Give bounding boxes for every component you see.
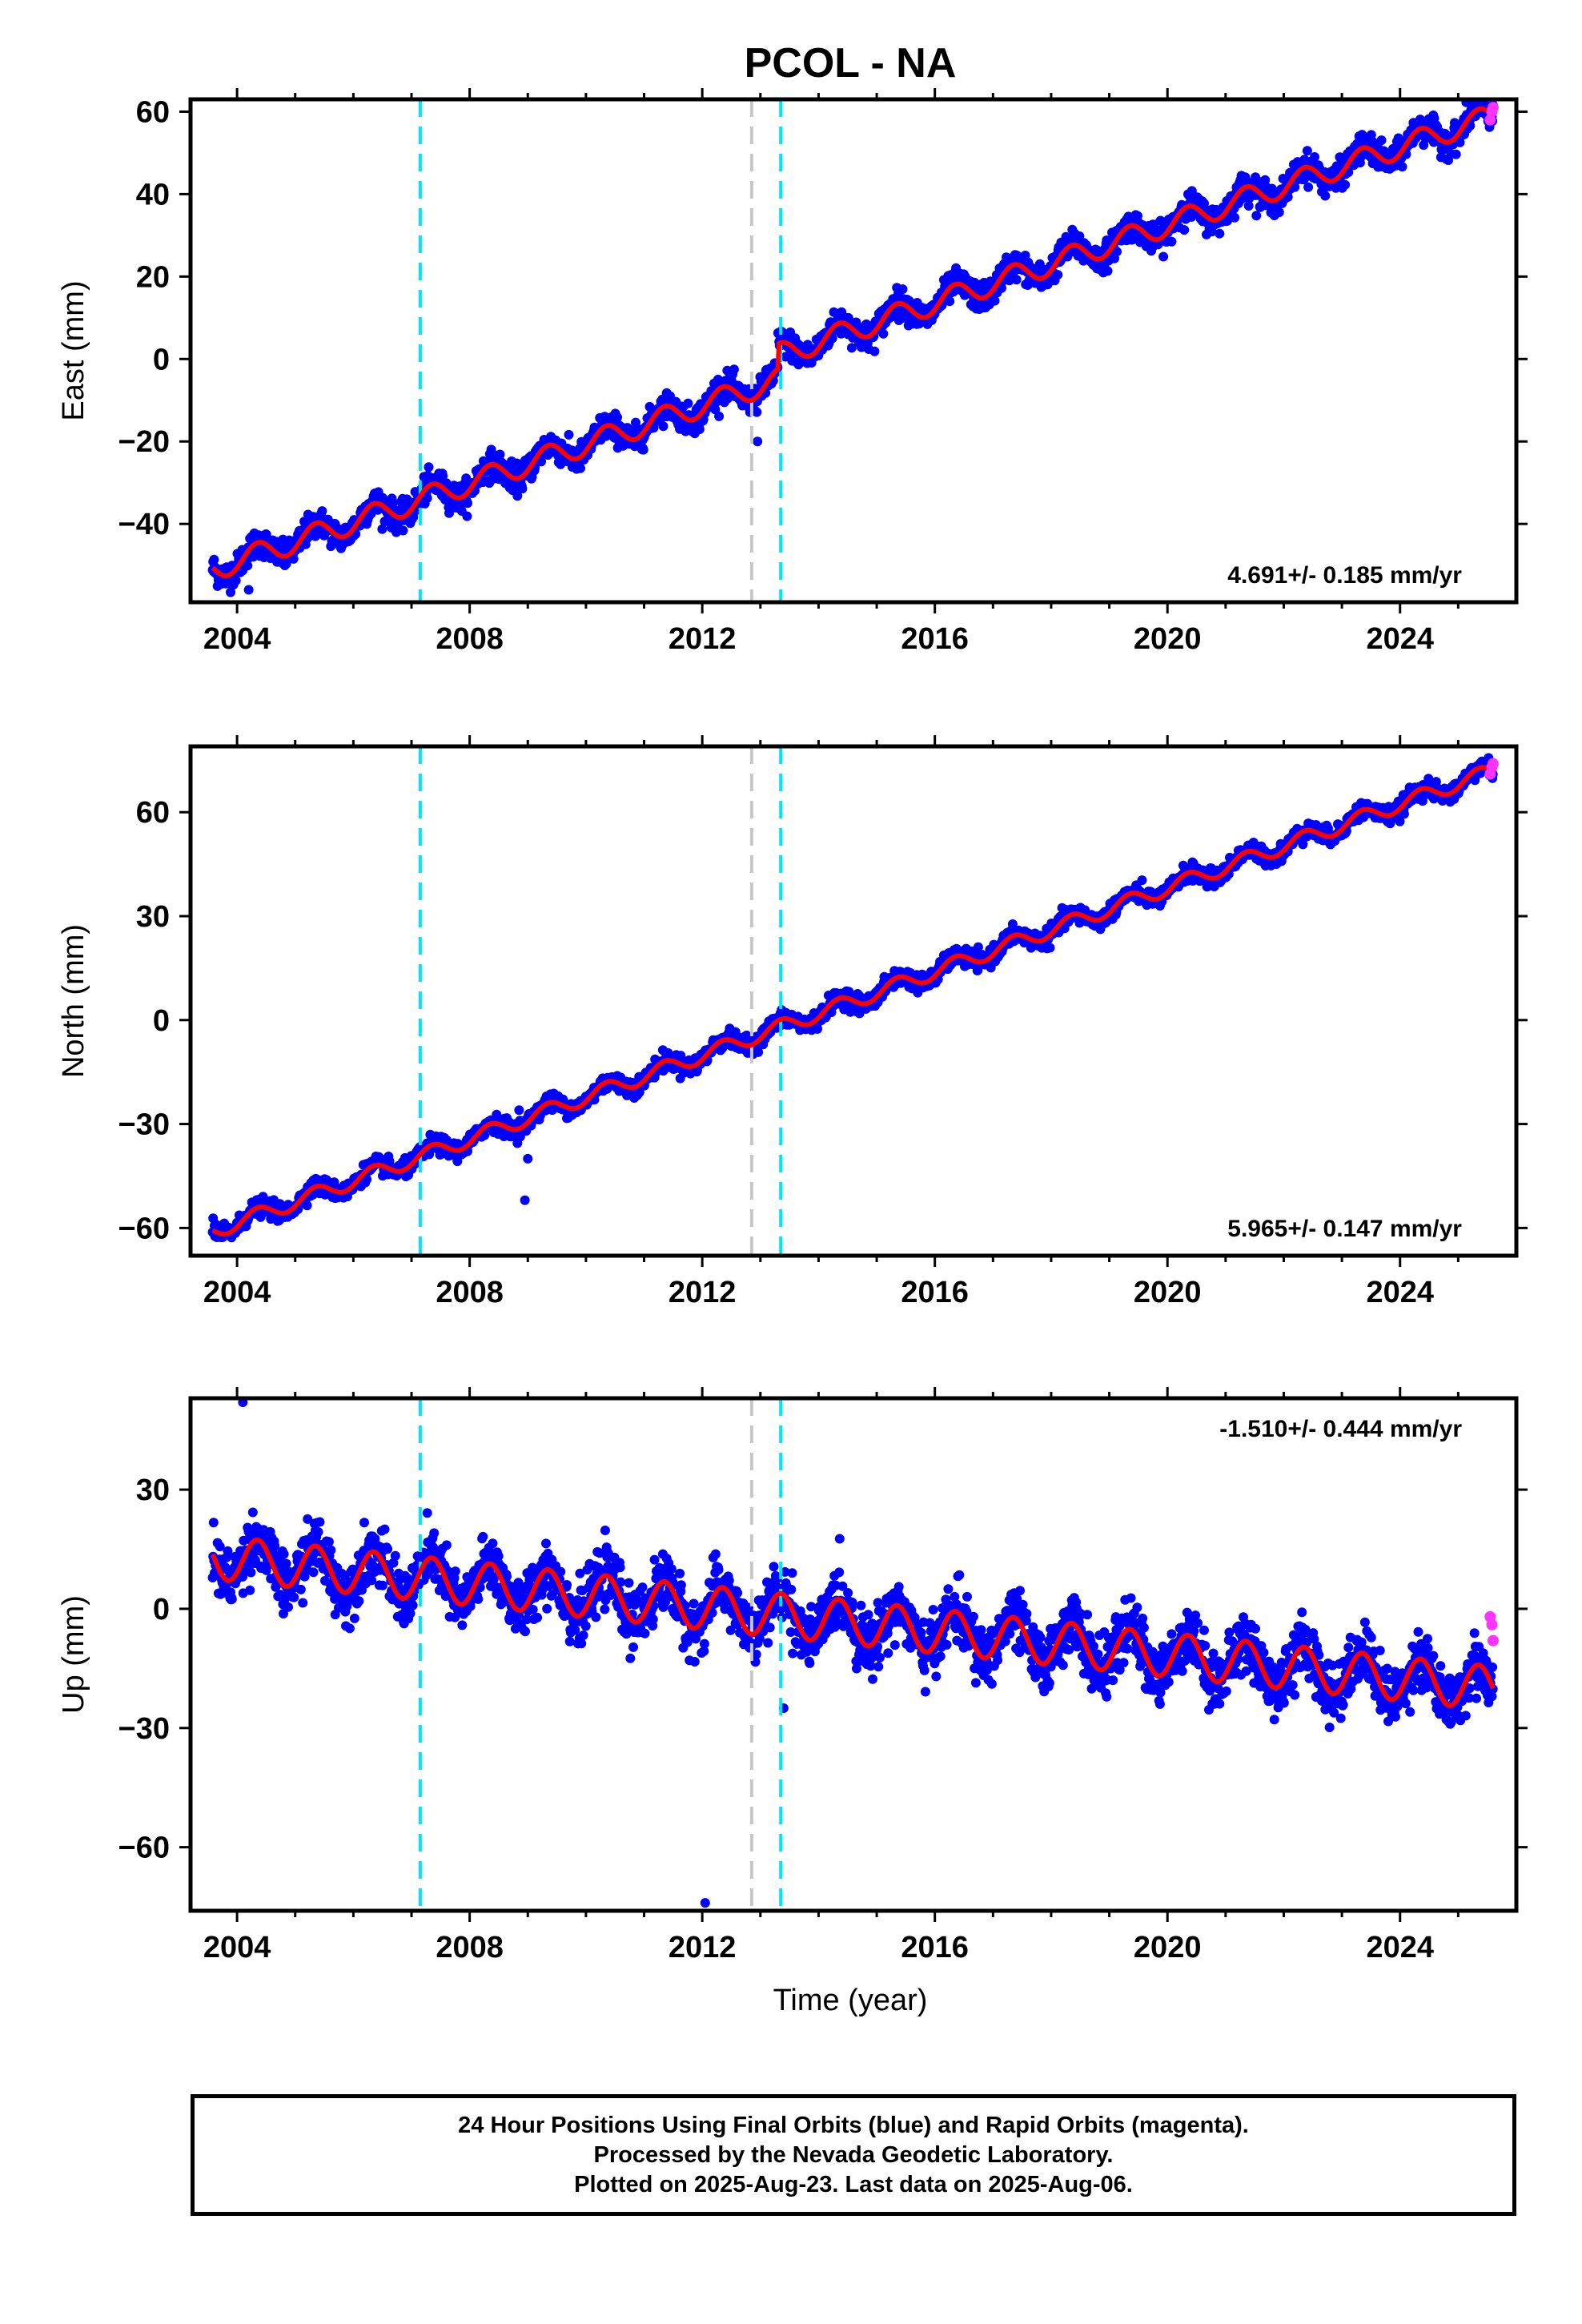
- plot-area: [207, 746, 1499, 1256]
- data-point: [422, 493, 432, 503]
- plot-area: [207, 99, 1499, 602]
- data-point: [1303, 182, 1314, 192]
- data-point: [973, 942, 983, 952]
- model-fit-line: [211, 106, 1495, 579]
- data-point: [1340, 179, 1351, 190]
- data-point: [1451, 149, 1461, 159]
- x-tick-label: 2008: [436, 622, 504, 656]
- data-point: [694, 424, 705, 434]
- data-point: [1137, 875, 1147, 886]
- data-point: [243, 561, 253, 571]
- y-tick-label: 20: [136, 260, 170, 294]
- data-point: [990, 296, 1000, 306]
- data-point: [658, 421, 669, 432]
- data-point: [827, 333, 837, 344]
- data-point: [1274, 207, 1284, 217]
- y-tick-label: 0: [153, 343, 170, 376]
- velocity-label: 4.691+/- 0.185 mm/yr: [1227, 562, 1462, 589]
- data-point: [1007, 919, 1018, 929]
- data-point: [1215, 228, 1225, 239]
- data-point: [564, 429, 574, 440]
- data-point: [444, 508, 454, 518]
- y-tick-label: −40: [118, 508, 170, 541]
- data-point: [1376, 135, 1387, 146]
- data-point: [945, 296, 955, 307]
- data-point: [683, 398, 693, 408]
- data-point: [209, 554, 219, 565]
- data-point: [846, 343, 857, 353]
- data-point: [377, 524, 387, 534]
- data-point: [576, 463, 585, 473]
- x-tick-label: 2012: [669, 622, 737, 656]
- data-point: [752, 407, 762, 417]
- data-point: [424, 462, 434, 472]
- data-point: [1230, 212, 1240, 223]
- data-point: [517, 484, 528, 494]
- x-tick-label: 2004: [203, 622, 271, 656]
- data-point: [1455, 137, 1465, 147]
- data-point: [1102, 266, 1113, 276]
- data-point: [869, 346, 880, 356]
- data-point: [1045, 943, 1055, 953]
- data-point: [536, 456, 546, 467]
- data-point: [1158, 251, 1169, 262]
- data-point: [897, 284, 908, 295]
- data-point: [612, 412, 622, 423]
- chart-title: PCOL - NA: [745, 40, 957, 86]
- data-point: [302, 1200, 312, 1211]
- data-point: [1186, 186, 1197, 196]
- data-point: [1179, 225, 1190, 235]
- data-point: [997, 283, 1006, 293]
- y-axis-label: East (mm): [57, 280, 90, 420]
- data-point: [231, 576, 241, 585]
- data-point: [1397, 162, 1407, 172]
- panels: 2004 2008 2012 2016 2020 2024 −40 −20 0 20 40 60 Eas…: [57, 88, 1528, 1964]
- data-point: [714, 411, 725, 421]
- panel-frame: [188, 97, 1519, 605]
- data-point: [452, 1156, 463, 1167]
- y-tick-label: −20: [118, 425, 170, 459]
- y-tick-label: 60: [136, 95, 170, 129]
- x-tick-label: 2020: [1134, 622, 1202, 656]
- data-point: [288, 553, 299, 564]
- data-point: [398, 525, 408, 536]
- y-tick-label: 40: [136, 178, 170, 211]
- data-point: [1011, 275, 1022, 285]
- rapid-point: [1487, 102, 1499, 114]
- data-point: [226, 587, 235, 597]
- outlier-point: [243, 585, 254, 595]
- data-point: [495, 449, 505, 460]
- data-point: [463, 498, 472, 509]
- data-point: [1298, 839, 1308, 850]
- x-tick-label: 2024: [1366, 622, 1434, 656]
- data-point: [1053, 270, 1063, 280]
- outlier-point: [753, 436, 763, 447]
- data-point: [813, 1023, 822, 1034]
- data-point: [878, 328, 889, 339]
- data-point: [729, 364, 739, 375]
- rapid-orbit-points: [1484, 102, 1499, 126]
- data-point: [317, 506, 327, 517]
- data-point: [1320, 191, 1331, 201]
- data-point: [512, 491, 523, 501]
- data-point: [1112, 247, 1122, 257]
- data-point: [1302, 146, 1312, 156]
- data-point: [462, 511, 472, 521]
- data-point: [1283, 191, 1293, 202]
- x-tick-label: 2016: [901, 622, 969, 656]
- data-point: [1243, 201, 1254, 211]
- data-point: [638, 444, 648, 455]
- data-point: [1310, 152, 1319, 162]
- data-point: [753, 1047, 764, 1057]
- panel-north: 2004 2008 2012 2016 2020 2024−60−3003060North…: [57, 735, 1528, 1309]
- panel-east: 2004 2008 2012 2016 2020 2024 −40 −20 0 20 40 60 Eas…: [57, 88, 1528, 656]
- data-point: [362, 1174, 372, 1184]
- data-point: [1223, 215, 1232, 226]
- data-point: [1166, 236, 1177, 247]
- data-point: [1251, 211, 1262, 221]
